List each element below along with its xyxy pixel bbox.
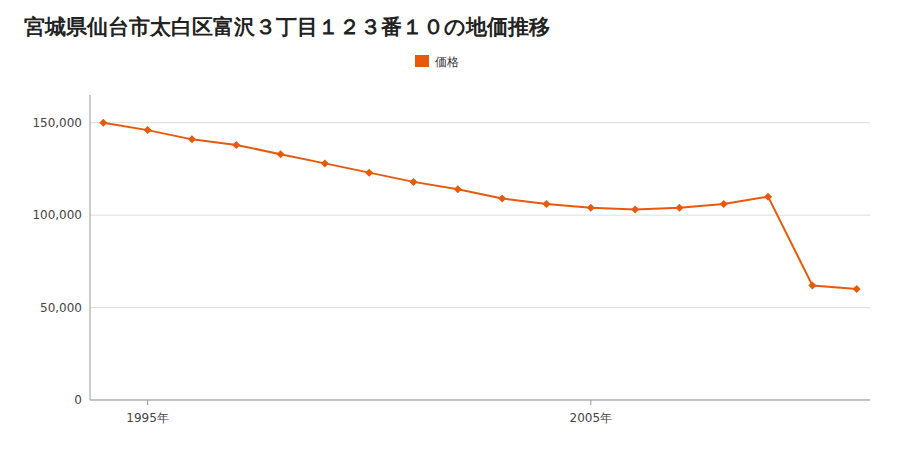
marker — [498, 195, 506, 203]
marker — [675, 204, 683, 212]
title: 宮城県仙台市太白区富沢３丁目１２３番１０の地価推移 — [24, 15, 550, 39]
marker — [144, 126, 152, 134]
marker — [720, 200, 728, 208]
chart: 宮城県仙台市太白区富沢３丁目１２３番１０の地価推移 0 50,000 100,000 1… — [0, 0, 900, 450]
marker — [853, 285, 861, 293]
legend-swatch — [415, 55, 429, 67]
x-tick — [590, 400, 591, 405]
legend-label: 価格 — [435, 55, 459, 69]
y-tick-label: 150,000 — [32, 116, 82, 130]
marker — [808, 281, 816, 289]
grid-line — [90, 122, 870, 123]
x-tick-label: 2005年 — [570, 411, 613, 425]
plot-area — [99, 119, 860, 293]
marker — [454, 185, 462, 193]
marker — [232, 141, 240, 149]
marker — [188, 135, 196, 143]
grid-line — [90, 400, 870, 401]
marker — [99, 119, 107, 127]
y-tick-label: 0 — [74, 393, 82, 407]
marker — [277, 150, 285, 158]
marker — [587, 204, 595, 212]
marker — [410, 178, 418, 186]
y-tick-label: 100,000 — [32, 208, 82, 222]
y-axis-line — [90, 95, 91, 400]
grid-line — [90, 215, 870, 216]
marker — [365, 169, 373, 177]
x-tick — [147, 400, 148, 405]
background — [0, 0, 900, 450]
grid — [90, 123, 870, 400]
marker — [764, 193, 772, 201]
marker — [631, 206, 639, 214]
marker — [321, 159, 329, 167]
legend: 価格 — [415, 55, 459, 69]
y-tick-label: 50,000 — [40, 301, 82, 315]
x-tick-label: 1995年 — [126, 411, 169, 425]
line — [103, 123, 856, 289]
x-axis-line — [90, 400, 870, 401]
grid-line — [90, 307, 870, 308]
marker — [542, 200, 550, 208]
